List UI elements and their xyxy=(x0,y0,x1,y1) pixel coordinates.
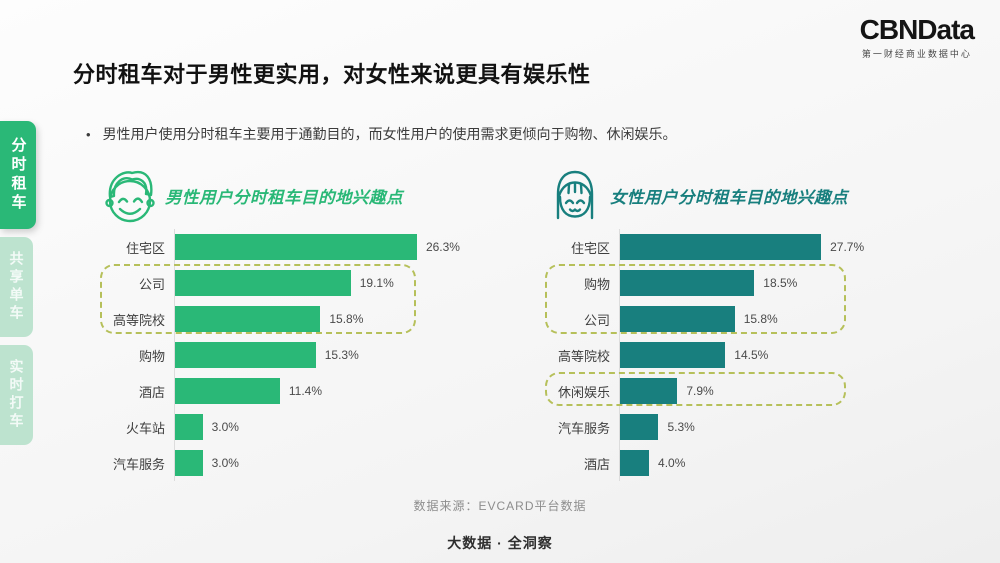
category-label: 住宅区 xyxy=(125,240,165,256)
female-users-chart: 女性用户分时租车目的地兴趣点 住宅区 27.7% 购物 18.5% 公司 15.8% 高等院… xyxy=(545,162,945,481)
bar-value-label: 7.9% xyxy=(686,384,714,398)
footer-slogan: 大数据 · 全洞察 xyxy=(447,535,553,551)
category-label: 高等院校 xyxy=(557,348,610,364)
bar-value-label: 11.4% xyxy=(288,384,323,398)
bar xyxy=(175,342,316,368)
bar-value-label: 3.0% xyxy=(211,456,239,470)
bar-value-label: 26.3% xyxy=(425,240,460,254)
bar-track: 3.0% xyxy=(174,445,500,481)
bar-track: 5.3% xyxy=(619,409,945,445)
male-chart-rows: 住宅区 26.3% 公司 19.1% 高等院校 15.8% 购物 15.3% 酒店 11.4% 火车… xyxy=(100,229,500,481)
bar-value-label: 3.0% xyxy=(211,420,239,434)
category-label: 公司 xyxy=(138,276,165,292)
logo-subtitle: 第一财经商业数据中心 xyxy=(861,49,972,59)
bar-track: 19.1% xyxy=(174,265,500,301)
bar-row: 酒店 11.4% xyxy=(100,373,500,409)
bar-track: 3.0% xyxy=(174,409,500,445)
female-avatar-icon xyxy=(545,166,605,226)
bar xyxy=(175,270,351,296)
logo-wordmark: CBNData xyxy=(859,14,975,45)
category-label: 火车站 xyxy=(125,420,165,436)
category-label: 购物 xyxy=(138,348,165,364)
female-chart-title: 女性用户分时租车目的地兴趣点 xyxy=(610,188,848,207)
summary-bullet: • 男性用户使用分时租车主要用于通勤目的，而女性用户的使用需求更倾向于购物、休闲娱… xyxy=(86,124,926,144)
bar-row: 住宅区 27.7% xyxy=(545,229,945,265)
bar-value-label: 5.3% xyxy=(667,420,695,434)
sidebar-tab-timeshare-rental[interactable]: 分时租车 xyxy=(0,121,36,229)
category-label: 汽车服务 xyxy=(557,420,610,436)
bar-value-label: 18.5% xyxy=(763,276,798,290)
male-users-chart: 男性用户分时租车目的地兴趣点 住宅区 26.3% 公司 19.1% 高等院校 15.8% 购… xyxy=(100,162,500,481)
summary-bullet-text: 男性用户使用分时租车主要用于通勤目的，而女性用户的使用需求更倾向于购物、休闲娱乐… xyxy=(102,126,677,142)
female-chart-header: 女性用户分时租车目的地兴趣点 xyxy=(545,162,945,229)
bar-value-label: 15.8% xyxy=(743,312,778,326)
bar xyxy=(620,306,735,332)
bullet-dot: • xyxy=(86,127,91,142)
bar-track: 15.3% xyxy=(174,337,500,373)
bar xyxy=(175,306,321,332)
category-label: 公司 xyxy=(583,312,610,328)
bar xyxy=(175,450,203,476)
male-chart-header: 男性用户分时租车目的地兴趣点 xyxy=(100,162,500,229)
bar-row: 汽车服务 5.3% xyxy=(545,409,945,445)
bar-track: 26.3% xyxy=(174,229,500,265)
sidebar-tab-label: 实时打车 xyxy=(8,359,25,431)
bar-row: 高等院校 15.8% xyxy=(100,301,500,337)
bar-value-label: 27.7% xyxy=(830,240,865,254)
bar-row: 休闲娱乐 7.9% xyxy=(545,373,945,409)
bar-row: 酒店 4.0% xyxy=(545,445,945,481)
data-source-note: 数据来源：EVCARD平台数据 xyxy=(413,499,587,513)
bar xyxy=(620,342,726,368)
bar xyxy=(620,234,822,260)
bar-track: 15.8% xyxy=(619,301,945,337)
bar-value-label: 4.0% xyxy=(658,456,686,470)
sidebar-tab-label: 分时租车 xyxy=(9,137,27,213)
bar-track: 27.7% xyxy=(619,229,945,265)
bar xyxy=(620,270,755,296)
bar-row: 高等院校 14.5% xyxy=(545,337,945,373)
category-label: 休闲娱乐 xyxy=(557,384,610,400)
bar xyxy=(620,378,678,404)
bar-row: 公司 19.1% xyxy=(100,265,500,301)
category-label: 住宅区 xyxy=(570,240,610,256)
sidebar-tab-ride-hailing[interactable]: 实时打车 xyxy=(0,345,33,445)
bar xyxy=(620,450,650,476)
bar xyxy=(175,234,417,260)
bar-track: 18.5% xyxy=(619,265,945,301)
bar xyxy=(175,378,280,404)
bar-row: 购物 18.5% xyxy=(545,265,945,301)
cbndata-logo: CBNData 第一财经商业数据中心 xyxy=(859,14,975,60)
bar-value-label: 15.3% xyxy=(324,348,359,362)
bar-value-label: 14.5% xyxy=(734,348,769,362)
category-label: 购物 xyxy=(583,276,610,292)
bar-value-label: 19.1% xyxy=(359,276,394,290)
bar-row: 汽车服务 3.0% xyxy=(100,445,500,481)
bar xyxy=(175,414,203,440)
category-label: 高等院校 xyxy=(112,312,165,328)
category-label: 汽车服务 xyxy=(112,456,165,472)
female-chart-rows: 住宅区 27.7% 购物 18.5% 公司 15.8% 高等院校 14.5% 休闲娱乐 7.9% 汽… xyxy=(545,229,945,481)
bar-track: 15.8% xyxy=(174,301,500,337)
bar-row: 住宅区 26.3% xyxy=(100,229,500,265)
bar-value-label: 15.8% xyxy=(329,312,364,326)
sidebar-tab-label: 共享单车 xyxy=(8,251,25,323)
bar-row: 购物 15.3% xyxy=(100,337,500,373)
category-label: 酒店 xyxy=(138,384,165,400)
page-title: 分时租车对于男性更实用，对女性来说更具有娱乐性 xyxy=(73,62,591,87)
sidebar-tab-bike-sharing[interactable]: 共享单车 xyxy=(0,237,33,337)
male-chart-title: 男性用户分时租车目的地兴趣点 xyxy=(165,188,403,207)
bar-track: 4.0% xyxy=(619,445,945,481)
category-label: 酒店 xyxy=(583,456,610,472)
bar-track: 14.5% xyxy=(619,337,945,373)
bar-track: 7.9% xyxy=(619,373,945,409)
male-avatar-icon xyxy=(100,166,160,226)
bar-row: 火车站 3.0% xyxy=(100,409,500,445)
bar xyxy=(620,414,659,440)
bar-row: 公司 15.8% xyxy=(545,301,945,337)
bar-track: 11.4% xyxy=(174,373,500,409)
